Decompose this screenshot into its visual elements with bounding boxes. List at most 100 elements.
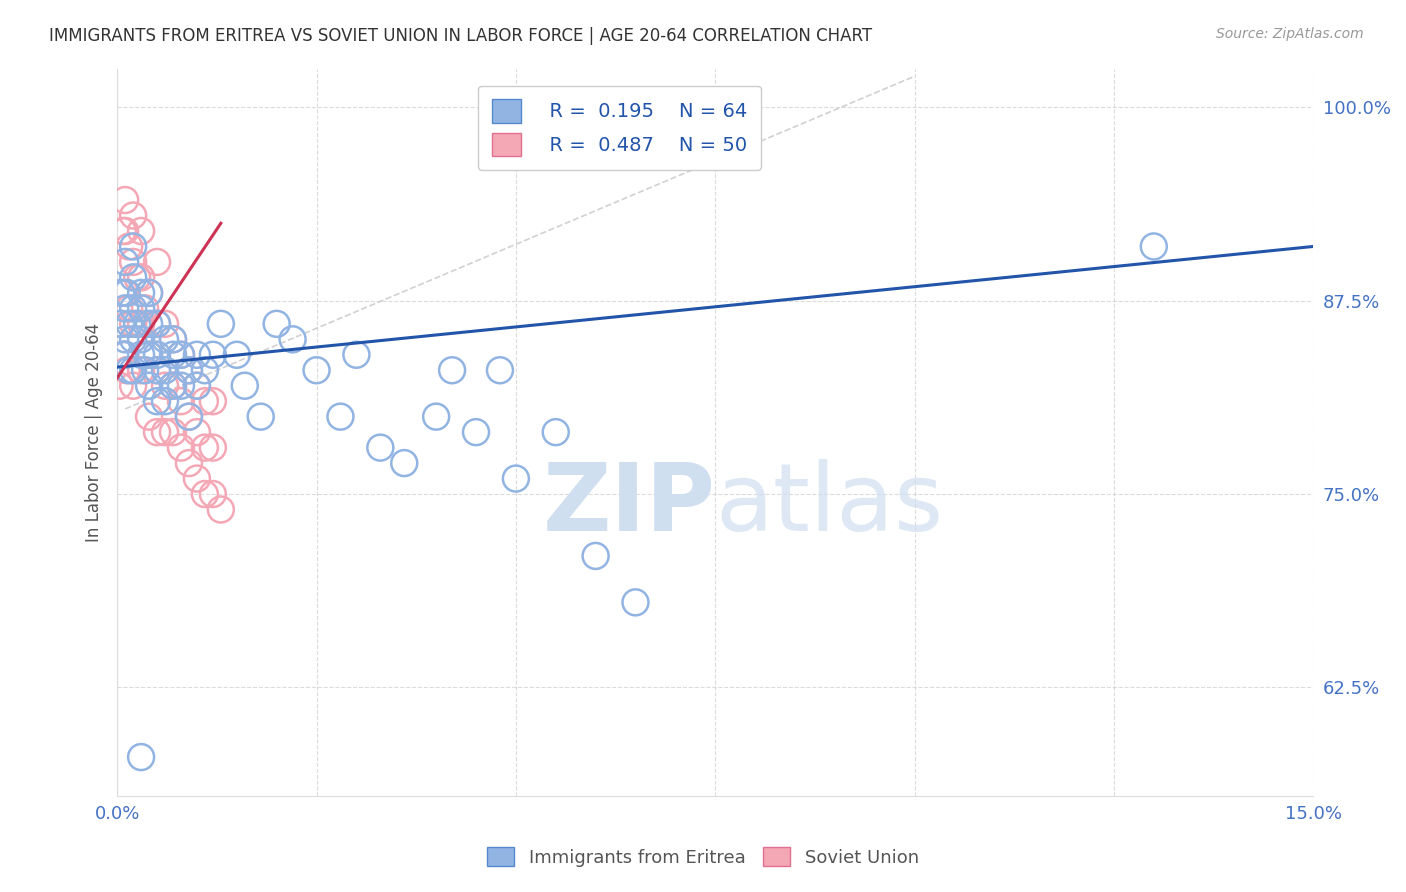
- Soviet Union: [115, 363, 138, 377]
- Immigrants from Eritrea: [114, 255, 136, 269]
- Immigrants from Eritrea: [266, 317, 288, 331]
- Soviet Union: [186, 378, 208, 392]
- Immigrants from Eritrea: [209, 317, 232, 331]
- Soviet Union: [110, 317, 132, 331]
- Soviet Union: [138, 348, 160, 362]
- Immigrants from Eritrea: [585, 549, 607, 563]
- Soviet Union: [111, 224, 134, 238]
- Immigrants from Eritrea: [177, 363, 200, 377]
- Immigrants from Eritrea: [441, 363, 464, 377]
- Soviet Union: [129, 363, 152, 377]
- Immigrants from Eritrea: [305, 363, 328, 377]
- Soviet Union: [177, 409, 200, 424]
- Immigrants from Eritrea: [233, 378, 256, 392]
- Soviet Union: [194, 441, 217, 455]
- Text: atlas: atlas: [716, 458, 943, 551]
- Immigrants from Eritrea: [370, 441, 392, 455]
- Immigrants from Eritrea: [146, 394, 169, 409]
- Immigrants from Eritrea: [127, 317, 149, 331]
- Soviet Union: [146, 255, 169, 269]
- Soviet Union: [194, 487, 217, 501]
- Immigrants from Eritrea: [394, 456, 416, 470]
- Immigrants from Eritrea: [114, 301, 136, 316]
- Soviet Union: [170, 441, 193, 455]
- Immigrants from Eritrea: [425, 409, 447, 424]
- Soviet Union: [122, 317, 145, 331]
- Soviet Union: [194, 394, 217, 409]
- Soviet Union: [146, 363, 169, 377]
- Immigrants from Eritrea: [624, 595, 647, 609]
- Soviet Union: [146, 317, 169, 331]
- Immigrants from Eritrea: [162, 332, 184, 346]
- Immigrants from Eritrea: [146, 363, 169, 377]
- Immigrants from Eritrea: [122, 301, 145, 316]
- Immigrants from Eritrea: [138, 317, 160, 331]
- Soviet Union: [127, 270, 149, 285]
- Soviet Union: [209, 502, 232, 516]
- Immigrants from Eritrea: [505, 472, 527, 486]
- Soviet Union: [146, 425, 169, 439]
- Soviet Union: [114, 285, 136, 300]
- Immigrants from Eritrea: [114, 348, 136, 362]
- Soviet Union: [138, 409, 160, 424]
- Soviet Union: [186, 425, 208, 439]
- Immigrants from Eritrea: [249, 409, 271, 424]
- Y-axis label: In Labor Force | Age 20-64: In Labor Force | Age 20-64: [86, 323, 103, 541]
- Soviet Union: [177, 456, 200, 470]
- Soviet Union: [153, 317, 176, 331]
- Soviet Union: [162, 425, 184, 439]
- Immigrants from Eritrea: [162, 348, 184, 362]
- Immigrants from Eritrea: [225, 348, 247, 362]
- Soviet Union: [129, 317, 152, 331]
- Soviet Union: [114, 348, 136, 362]
- Soviet Union: [201, 394, 224, 409]
- Text: ZIP: ZIP: [543, 458, 716, 551]
- Immigrants from Eritrea: [110, 317, 132, 331]
- Immigrants from Eritrea: [138, 348, 160, 362]
- Soviet Union: [129, 270, 152, 285]
- Soviet Union: [122, 255, 145, 269]
- Soviet Union: [138, 285, 160, 300]
- Immigrants from Eritrea: [344, 348, 367, 362]
- Soviet Union: [118, 239, 141, 253]
- Immigrants from Eritrea: [122, 239, 145, 253]
- Immigrants from Eritrea: [122, 332, 145, 346]
- Immigrants from Eritrea: [194, 363, 217, 377]
- Immigrants from Eritrea: [118, 317, 141, 331]
- Immigrants from Eritrea: [129, 301, 152, 316]
- Immigrants from Eritrea: [465, 425, 488, 439]
- Immigrants from Eritrea: [129, 332, 152, 346]
- Immigrants from Eritrea: [129, 750, 152, 764]
- Soviet Union: [129, 224, 152, 238]
- Soviet Union: [153, 425, 176, 439]
- Immigrants from Eritrea: [112, 348, 135, 362]
- Immigrants from Eritrea: [153, 332, 176, 346]
- Immigrants from Eritrea: [146, 348, 169, 362]
- Immigrants from Eritrea: [177, 409, 200, 424]
- Immigrants from Eritrea: [114, 332, 136, 346]
- Immigrants from Eritrea: [281, 332, 304, 346]
- Soviet Union: [122, 378, 145, 392]
- Soviet Union: [108, 378, 131, 392]
- Legend:   R =  0.195    N = 64,   R =  0.487    N = 50: R = 0.195 N = 64, R = 0.487 N = 50: [478, 86, 761, 169]
- Soviet Union: [153, 378, 176, 392]
- Immigrants from Eritrea: [186, 378, 208, 392]
- Immigrants from Eritrea: [544, 425, 567, 439]
- Immigrants from Eritrea: [170, 378, 193, 392]
- Immigrants from Eritrea: [138, 378, 160, 392]
- Soviet Union: [114, 224, 136, 238]
- Immigrants from Eritrea: [118, 363, 141, 377]
- Text: Source: ZipAtlas.com: Source: ZipAtlas.com: [1216, 27, 1364, 41]
- Immigrants from Eritrea: [1143, 239, 1166, 253]
- Immigrants from Eritrea: [153, 363, 176, 377]
- Soviet Union: [170, 394, 193, 409]
- Immigrants from Eritrea: [115, 285, 138, 300]
- Immigrants from Eritrea: [153, 394, 176, 409]
- Immigrants from Eritrea: [129, 285, 152, 300]
- Immigrants from Eritrea: [201, 348, 224, 362]
- Legend: Immigrants from Eritrea, Soviet Union: Immigrants from Eritrea, Soviet Union: [479, 840, 927, 874]
- Soviet Union: [201, 441, 224, 455]
- Soviet Union: [112, 348, 135, 362]
- Immigrants from Eritrea: [138, 285, 160, 300]
- Soviet Union: [122, 209, 145, 223]
